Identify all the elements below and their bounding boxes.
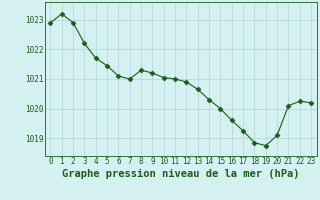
X-axis label: Graphe pression niveau de la mer (hPa): Graphe pression niveau de la mer (hPa) <box>62 169 300 179</box>
